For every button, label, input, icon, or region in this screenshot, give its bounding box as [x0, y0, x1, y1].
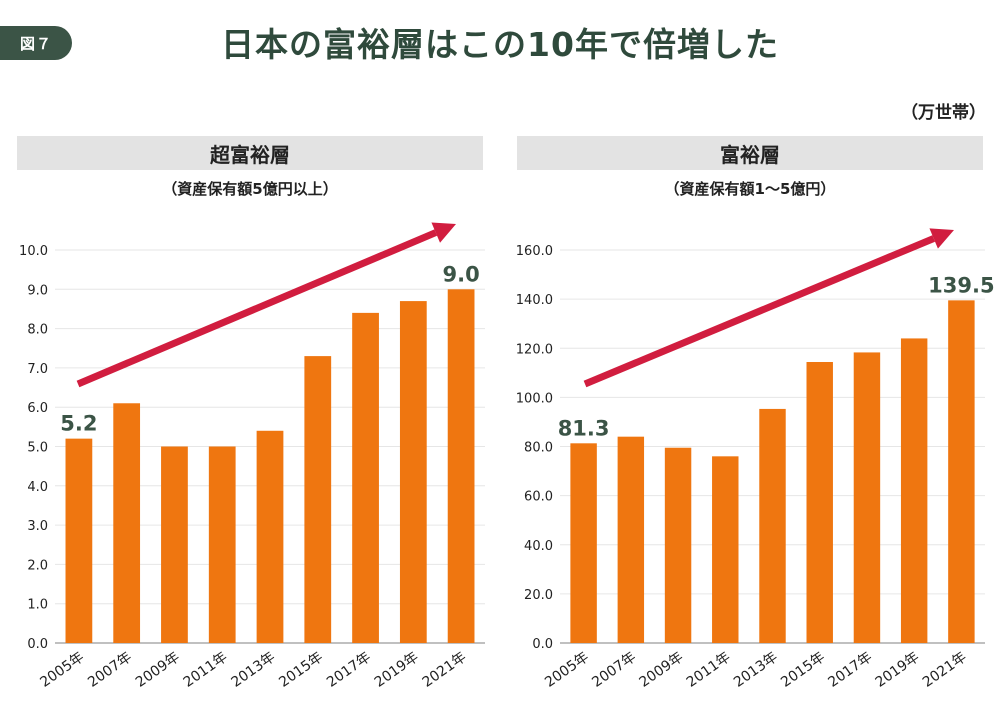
bar: [304, 356, 332, 643]
y-tick-label: 120.0: [516, 342, 553, 357]
trend-arrow-head: [929, 228, 954, 249]
x-category-label: 2019年: [873, 649, 923, 691]
x-category-label: 2005年: [542, 649, 592, 691]
y-tick-label: 0.0: [532, 637, 553, 652]
y-tick-label: 160.0: [516, 244, 553, 259]
x-category-label: 2011年: [684, 649, 734, 691]
right-panel-subtitle: （資産保有額1～5億円）: [664, 180, 836, 198]
y-tick-label: 7.0: [27, 362, 48, 377]
bar: [806, 362, 833, 643]
y-tick-label: 3.0: [27, 519, 48, 534]
bar: [712, 456, 739, 643]
x-category-label: 2009年: [637, 649, 687, 691]
trend-arrow-head: [431, 222, 456, 243]
y-tick-label: 5.0: [27, 441, 48, 456]
y-tick-label: 20.0: [524, 588, 553, 603]
y-tick-label: 4.0: [27, 480, 48, 495]
left-panel-subtitle: （資産保有額5億円以上）: [162, 180, 338, 198]
bar: [447, 289, 475, 643]
bar: [570, 443, 597, 643]
y-tick-label: 0.0: [27, 637, 48, 652]
left-panel-title: 超富裕層: [17, 136, 483, 170]
chart-1: 0.0 20.0 40.0 60.0 80.0 100.0 120.0 140.0 160.0 2…: [516, 228, 995, 691]
bar: [65, 438, 93, 643]
x-category-label: 2007年: [85, 649, 135, 691]
y-tick-label: 6.0: [27, 401, 48, 416]
y-tick-label: 1.0: [27, 598, 48, 613]
chart-0: 0.01.02.03.04.05.06.07.08.09.010.02005年2…: [19, 222, 485, 691]
figure-label-badge: 図７: [0, 26, 72, 60]
x-category-label: 2017年: [324, 649, 374, 691]
x-category-label: 2021年: [920, 649, 970, 691]
y-tick-label: 8.0: [27, 323, 48, 338]
trend-arrow-shaft: [76, 229, 438, 388]
x-category-label: 2019年: [372, 649, 422, 691]
y-tick-label: 80.0: [524, 441, 553, 456]
data-label: 9.0: [443, 262, 480, 286]
x-category-label: 2013年: [731, 649, 781, 691]
bar: [664, 447, 692, 643]
bar: [617, 436, 645, 643]
y-tick-label: 9.0: [27, 283, 48, 298]
bar: [759, 408, 786, 643]
right-panel-title: 富裕層: [517, 136, 983, 170]
x-category-label: 2017年: [825, 649, 875, 691]
bar: [352, 312, 379, 643]
x-category-label: 2015年: [276, 649, 326, 691]
trend-arrow-shaft: [583, 235, 936, 388]
unit-label: （万世帯）: [901, 103, 986, 123]
y-tick-label: 140.0: [516, 293, 553, 308]
bar: [161, 446, 188, 643]
bar: [256, 430, 284, 643]
data-label: 5.2: [60, 412, 97, 436]
data-label: 81.3: [558, 416, 610, 440]
x-category-label: 2011年: [181, 649, 231, 691]
x-category-label: 2021年: [420, 649, 470, 691]
y-tick-label: 100.0: [516, 391, 553, 406]
x-category-label: 2007年: [589, 649, 639, 691]
y-tick-label: 40.0: [524, 539, 553, 554]
bar: [948, 300, 975, 643]
bar: [113, 403, 141, 643]
bar: [853, 352, 881, 643]
x-category-label: 2009年: [133, 649, 183, 691]
y-tick-label: 10.0: [19, 244, 48, 259]
y-tick-label: 60.0: [524, 490, 553, 505]
x-category-label: 2013年: [228, 649, 278, 691]
bar: [900, 338, 928, 643]
x-category-label: 2015年: [778, 649, 828, 691]
data-label: 139.5: [928, 273, 994, 297]
y-tick-label: 2.0: [27, 558, 48, 573]
bar: [399, 301, 427, 643]
bar: [208, 446, 236, 643]
x-category-label: 2005年: [37, 649, 87, 691]
page-title: 日本の富裕層はこの10年で倍増した: [221, 25, 779, 64]
